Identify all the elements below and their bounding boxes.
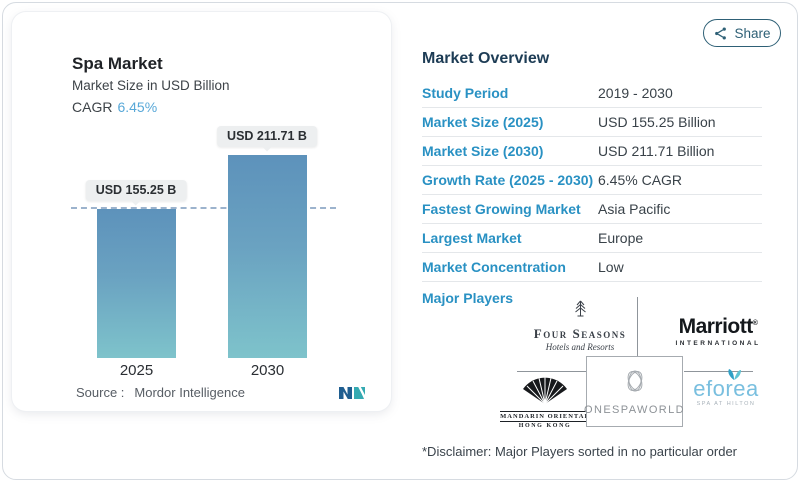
marriott-logo: Marriott® INTERNATIONAL bbox=[666, 315, 770, 347]
row-label: Growth Rate (2025 - 2030) bbox=[422, 172, 594, 188]
share-button[interactable]: Share bbox=[703, 19, 781, 47]
mandarin-oriental-logo: MANDARIN ORIENTAL HONG KONG bbox=[500, 373, 590, 429]
eforea-butterfly-icon bbox=[726, 367, 742, 386]
market-size-chart-card: Spa Market Market Size in USD Billion CA… bbox=[12, 12, 391, 411]
marriott-name: Marriott® bbox=[678, 315, 758, 338]
eforea-sub: SPA AT HILTON bbox=[696, 401, 756, 407]
onespaworld-name: ONESPAWORLD bbox=[584, 404, 685, 416]
chart-subtitle: Market Size in USD Billion bbox=[72, 78, 230, 93]
source-row: Source : Mordor Intelligence bbox=[76, 385, 245, 400]
row-value: USD 211.71 Billion bbox=[598, 143, 715, 159]
major-players-label: Major Players bbox=[422, 290, 514, 306]
value-tooltip-2025: USD 155.25 B bbox=[85, 180, 187, 201]
table-row: Study Period 2019 - 2030 bbox=[422, 79, 762, 108]
value-tooltip-2030: USD 211.71 B bbox=[217, 126, 317, 147]
row-label: Study Period bbox=[422, 85, 509, 101]
four-seasons-logo: Four Seasons Hotels and Resorts bbox=[528, 299, 632, 352]
row-value: Low bbox=[598, 259, 624, 275]
four-seasons-tree-icon bbox=[572, 300, 589, 323]
bar-2030 bbox=[228, 155, 307, 358]
source-value: Mordor Intelligence bbox=[134, 385, 245, 400]
row-value: 2019 - 2030 bbox=[598, 85, 673, 101]
table-row: Growth Rate (2025 - 2030) 6.45% CAGR bbox=[422, 166, 762, 195]
eforea-logo: eforea SPA AT HILTON bbox=[692, 369, 760, 407]
cagr-label: CAGR bbox=[72, 99, 113, 115]
row-value: USD 155.25 Billion bbox=[598, 114, 716, 130]
cagr-line: CAGR 6.45% bbox=[72, 99, 157, 115]
row-value: Asia Pacific bbox=[598, 201, 671, 217]
row-label: Fastest Growing Market bbox=[422, 201, 581, 217]
marriott-sub: INTERNATIONAL bbox=[675, 340, 761, 347]
table-row: Fastest Growing Market Asia Pacific bbox=[422, 195, 762, 224]
disclaimer-text: *Disclaimer: Major Players sorted in no … bbox=[422, 444, 738, 459]
table-row: Market Concentration Low bbox=[422, 253, 762, 282]
overview-table: Study Period 2019 - 2030 Market Size (20… bbox=[422, 79, 762, 282]
mandarin-oriental-sub: HONG KONG bbox=[518, 423, 572, 429]
logo-divider-horizontal-left bbox=[517, 371, 586, 372]
row-label: Market Concentration bbox=[422, 259, 566, 275]
table-row: Market Size (2030) USD 211.71 Billion bbox=[422, 137, 762, 166]
bar-2025 bbox=[97, 209, 176, 358]
source-label: Source : bbox=[76, 385, 125, 400]
logo-divider-vertical bbox=[637, 297, 638, 356]
mandarin-oriental-name: MANDARIN ORIENTAL bbox=[500, 411, 590, 422]
row-label: Market Size (2025) bbox=[422, 114, 544, 130]
share-button-label: Share bbox=[734, 25, 771, 41]
four-seasons-tagline: Hotels and Resorts bbox=[545, 342, 615, 352]
table-row: Largest Market Europe bbox=[422, 224, 762, 253]
four-seasons-name: Four Seasons bbox=[533, 326, 627, 341]
dashed-threshold-line bbox=[71, 207, 336, 209]
mandarin-fan-icon bbox=[517, 377, 573, 409]
cagr-value: 6.45% bbox=[117, 99, 158, 115]
x-axis-label-2025: 2025 bbox=[119, 362, 154, 379]
row-label: Market Size (2030) bbox=[422, 143, 544, 159]
marriott-trademark: ® bbox=[752, 320, 758, 327]
mordor-intelligence-logo-icon bbox=[339, 384, 365, 406]
chart-title: Spa Market bbox=[72, 54, 163, 73]
logo-divider-horizontal-right bbox=[684, 371, 753, 372]
row-value: Europe bbox=[598, 230, 644, 246]
onespaworld-rings-icon bbox=[621, 367, 649, 400]
row-value: 6.45% CAGR bbox=[598, 172, 683, 188]
table-row: Market Size (2025) USD 155.25 Billion bbox=[422, 108, 762, 137]
x-axis-label-2030: 2030 bbox=[250, 362, 285, 379]
share-nodes-icon bbox=[713, 26, 728, 41]
overview-heading: Market Overview bbox=[422, 50, 550, 67]
eforea-name: eforea bbox=[693, 376, 759, 401]
row-label: Largest Market bbox=[422, 230, 522, 246]
onespaworld-logo: ONESPAWORLD bbox=[584, 356, 685, 427]
